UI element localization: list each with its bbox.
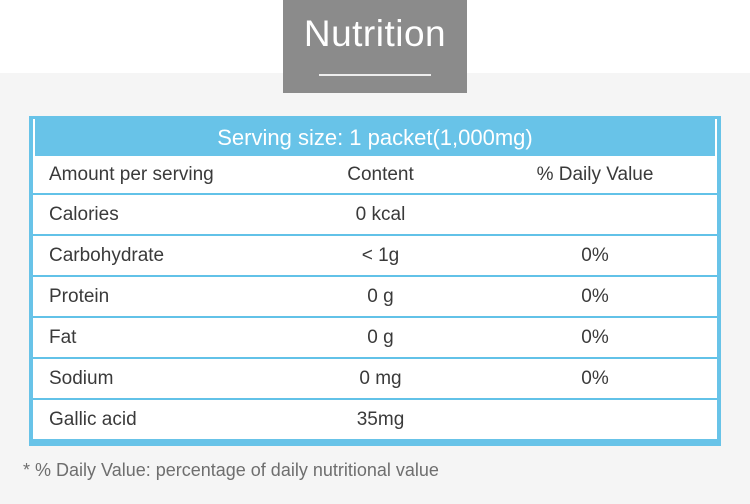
row-daily-value: 0% <box>581 326 609 348</box>
row-name: Calories <box>49 203 119 225</box>
nutrition-title-box: Nutrition <box>283 0 467 93</box>
row-name: Protein <box>49 285 110 307</box>
row-name: Gallic acid <box>49 408 137 430</box>
row-daily-value: 0% <box>581 367 609 389</box>
row-name: Fat <box>49 326 77 348</box>
row-content: 0 g <box>367 285 394 307</box>
daily-value-footnote: * % Daily Value: percentage of daily nut… <box>23 460 439 480</box>
row-content: 0 g <box>367 326 394 348</box>
column-header-amount: Amount per serving <box>49 163 214 185</box>
table-row-gallic-acid: Gallic acid 35mg <box>33 400 717 439</box>
nutrition-facts-table: Serving size: 1 packet(1,000mg) Amount p… <box>29 116 721 446</box>
table-row-sodium: Sodium 0 mg 0% <box>33 359 717 400</box>
column-header-daily-value: % Daily Value <box>536 163 654 185</box>
row-content: < 1g <box>361 244 400 266</box>
row-content: 0 mg <box>359 367 402 389</box>
table-row-carbohydrate: Carbohydrate < 1g 0% <box>33 236 717 277</box>
table-row-protein: Protein 0 g 0% <box>33 277 717 318</box>
row-daily-value: 0% <box>581 244 609 266</box>
row-daily-value: 0% <box>581 285 609 307</box>
title-underline <box>319 74 431 76</box>
column-header-content: Content <box>347 163 414 185</box>
table-row-fat: Fat 0 g 0% <box>33 318 717 359</box>
column-header-row: Amount per serving Content % Daily Value <box>33 156 717 195</box>
row-content: 35mg <box>356 408 405 430</box>
row-content: 0 kcal <box>355 203 406 225</box>
table-row-calories: Calories 0 kcal <box>33 195 717 236</box>
row-name: Carbohydrate <box>49 244 165 266</box>
serving-size-header: Serving size: 1 packet(1,000mg) <box>35 119 715 156</box>
row-name: Sodium <box>49 367 114 389</box>
page-title: Nutrition <box>303 13 447 54</box>
